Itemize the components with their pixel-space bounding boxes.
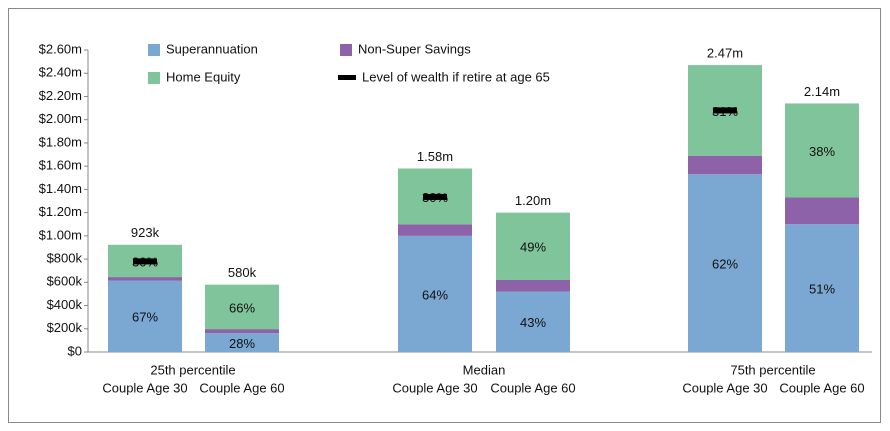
group-label: 75th percentile [730,362,815,377]
wealth-marker [133,258,157,265]
legend-swatch [148,44,160,56]
y-tick-label: $1.40m [39,181,82,196]
total-label: 2.14m [804,84,840,99]
x-tick-label: Couple Age 60 [199,380,284,395]
legend-label: Level of wealth if retire at age 65 [362,69,550,84]
y-tick-label: $2.40m [39,65,82,80]
y-tick-label: $800k [47,251,83,266]
bar-segment [785,224,859,352]
share-label: 62% [712,257,738,272]
bar-segment [688,155,762,175]
bar-segment [205,329,279,334]
legend-label: Home Equity [166,69,241,84]
total-label: 1.58m [417,149,453,164]
y-tick-label: $2.20m [39,88,82,103]
x-tick-label: Couple Age 30 [102,380,187,395]
x-tick-label: Couple Age 30 [392,380,477,395]
y-tick-label: $200k [47,320,83,335]
share-label: 38% [809,144,835,159]
total-label: 923k [131,225,160,240]
bar-segment [205,284,279,330]
bar-segment [205,333,279,352]
y-tick-label: $0 [68,343,82,358]
bar-segment [108,277,182,281]
bar-segment [688,174,762,352]
y-tick-label: $1.00m [39,227,82,242]
total-label: 2.47m [707,46,743,61]
total-label: 1.20m [515,193,551,208]
bar-segment [785,103,859,198]
share-label: 66% [229,300,255,315]
legend-swatch [148,72,160,84]
x-tick-label: Couple Age 60 [490,380,575,395]
legend-label: Superannuation [166,41,258,56]
wealth-marker [713,107,737,114]
share-label: 64% [422,287,448,302]
y-tick-label: $600k [47,274,83,289]
legend-label: Non-Super Savings [358,41,471,56]
share-label: 43% [520,315,546,330]
bar-segment [496,212,570,280]
share-label: 51% [809,282,835,297]
share-label: 67% [132,310,158,325]
chart-frame [8,8,881,423]
share-label: 49% [520,240,546,255]
wealth-marker [423,193,447,200]
share-label: 28% [229,336,255,351]
x-tick-label: Couple Age 60 [779,380,864,395]
y-tick-label: $2.60m [39,41,82,56]
y-tick-label: $2.00m [39,111,82,126]
legend-swatch [340,44,352,56]
group-label: Median [463,362,506,377]
group-label: 25th percentile [150,362,235,377]
legend-swatch [338,75,356,80]
bar-segment [108,280,182,352]
bar-segment [496,279,570,292]
y-tick-label: $1.80m [39,134,82,149]
y-tick-label: $1.20m [39,204,82,219]
bar-segment [398,224,472,236]
y-tick-label: $400k [47,297,83,312]
bar-segment [398,235,472,352]
bar-segment [496,291,570,352]
x-tick-label: Couple Age 30 [682,380,767,395]
bar-segment [785,197,859,225]
total-label: 580k [228,265,257,280]
y-tick-label: $1.60m [39,158,82,173]
